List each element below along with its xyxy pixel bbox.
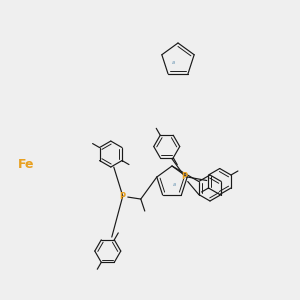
Text: P: P bbox=[182, 172, 188, 181]
Text: a: a bbox=[172, 59, 175, 64]
Text: Fe: Fe bbox=[18, 158, 34, 172]
Text: a: a bbox=[172, 182, 176, 188]
Text: P: P bbox=[120, 192, 126, 201]
